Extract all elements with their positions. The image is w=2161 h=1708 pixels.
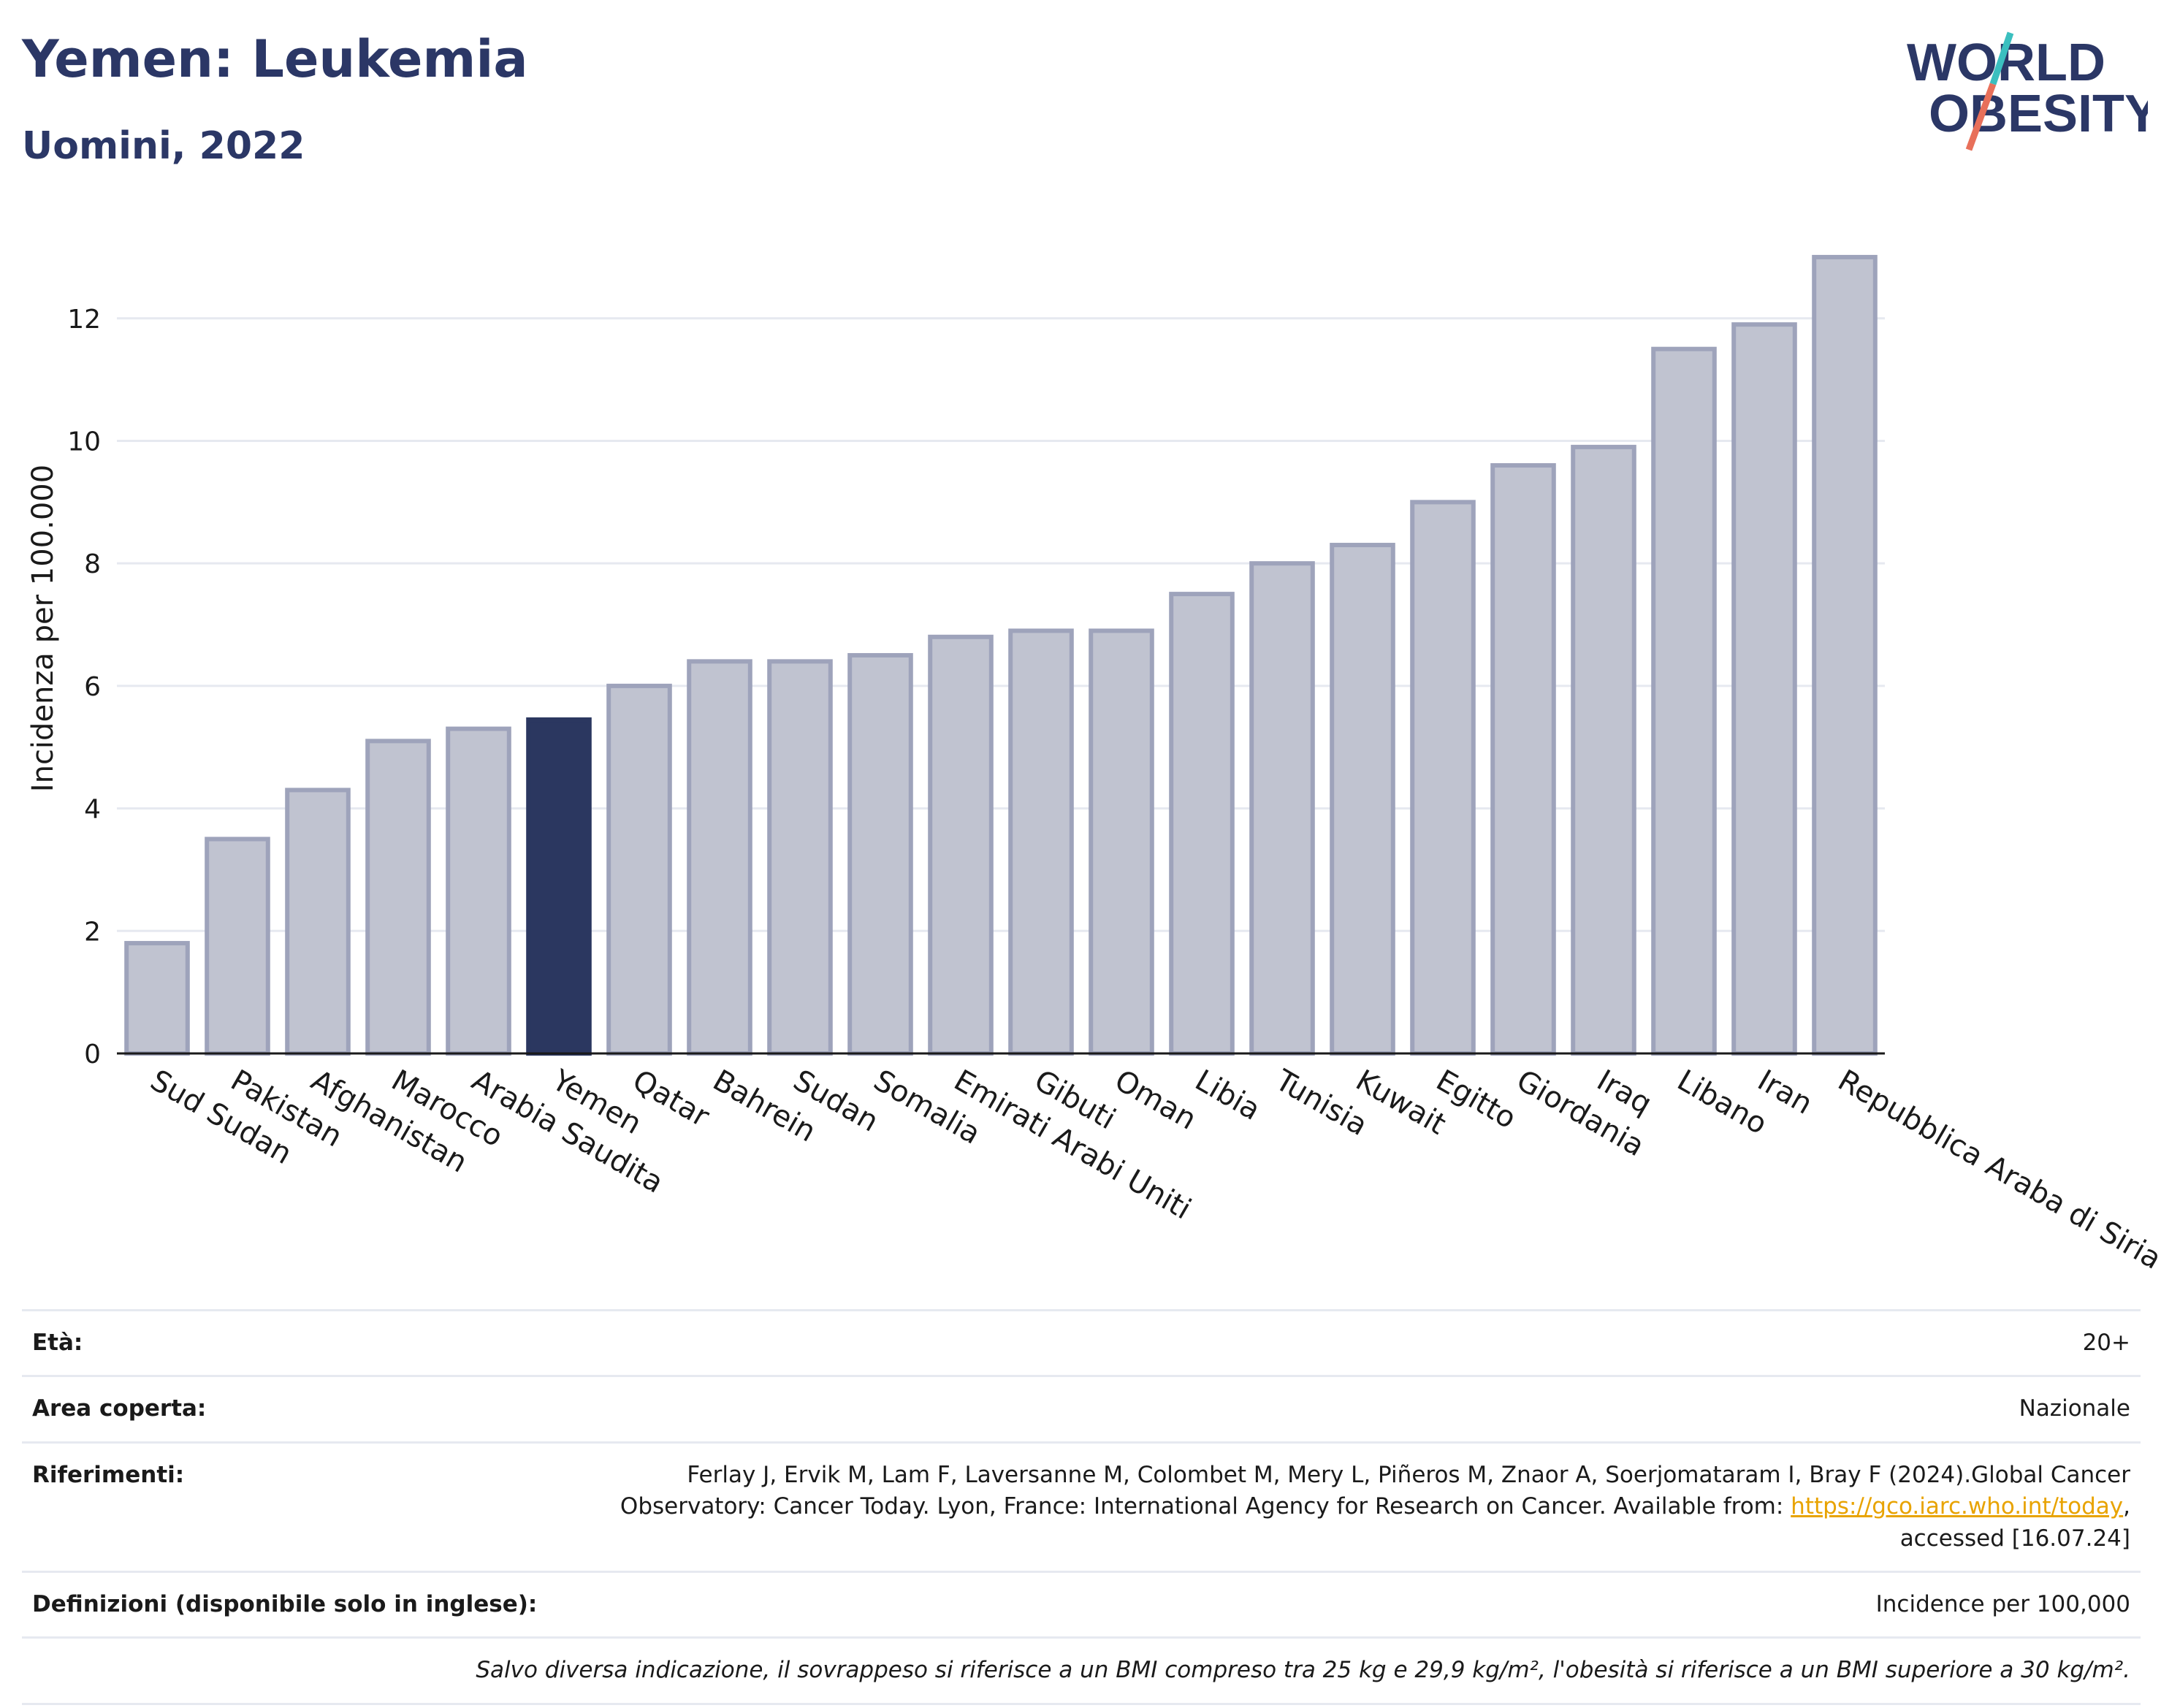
- bar-chart: 0 2 4 6 8 10 12 Sud SudanPakistanAfghanistanMa…: [26, 254, 2161, 1276]
- x-tick-label: Libia: [1189, 1064, 1266, 1127]
- info-row-area: Area coperta: Nazionale: [22, 1376, 2141, 1444]
- bar-repubblica-araba-di-siria: [1812, 254, 1878, 1056]
- logo-word-obesity: OBESITY: [1929, 85, 2148, 143]
- chart-subtitle: Uomini, 2022: [22, 124, 305, 168]
- y-tick-label: 6: [84, 672, 101, 702]
- definitions-value: Incidence per 100,000: [563, 1571, 2141, 1639]
- y-tick-label: 12: [67, 305, 101, 335]
- references-value: Ferlay J, Ervik M, Lam F, Laversanne M, …: [563, 1442, 2141, 1573]
- x-tick-label: Repubblica Araba di Siria: [1832, 1064, 2161, 1276]
- x-tick-label: Tunisia: [1269, 1063, 1373, 1143]
- bar-gibuti: [1008, 628, 1074, 1056]
- chart-bars: [117, 254, 1885, 1056]
- references-text-1: Ferlay J, Ervik M, Lam F, Laversanne M, …: [687, 1461, 2130, 1488]
- bar-libano: [1651, 346, 1717, 1056]
- bar-qatar: [606, 683, 672, 1056]
- info-row-references: Riferimenti: Ferlay J, Ervik M, Lam F, L…: [22, 1442, 2141, 1573]
- x-tick-label: Oman: [1109, 1064, 1202, 1137]
- bar-somalia: [847, 652, 913, 1056]
- bar-sud-sudan: [124, 941, 190, 1056]
- references-text-3: ,: [2123, 1493, 2130, 1520]
- bar-tunisia: [1249, 561, 1315, 1056]
- definitions-label: Definizioni (disponibile solo in inglese…: [22, 1571, 564, 1639]
- area-label: Area coperta:: [22, 1376, 564, 1444]
- bar-arabia-saudita: [446, 726, 511, 1056]
- info-row-definitions: Definizioni (disponibile solo in inglese…: [22, 1571, 2141, 1639]
- bar-iraq: [1571, 444, 1636, 1056]
- bar-giordania: [1490, 463, 1556, 1056]
- logo-slash-coral: [1965, 83, 1997, 151]
- info-table: Età: 20+ Area coperta: Nazionale Riferim…: [22, 1308, 2141, 1705]
- age-value: 20+: [563, 1308, 2141, 1378]
- y-tick-label: 2: [84, 917, 101, 947]
- references-text-2: Observatory: Cancer Today. Lyon, France:…: [620, 1493, 1791, 1520]
- y-tick-label: 4: [84, 795, 101, 825]
- x-tick-label: Libano: [1672, 1064, 1772, 1141]
- world-obesity-logo: WORLD OBESITY: [1907, 31, 2148, 151]
- y-tick-label: 8: [84, 549, 101, 579]
- footnote: Salvo diversa indicazione, il sovrappeso…: [22, 1637, 2141, 1705]
- bar-oman: [1089, 628, 1154, 1056]
- bar-bahrein: [687, 659, 752, 1056]
- bar-iran: [1731, 322, 1797, 1056]
- bar-libia: [1169, 592, 1235, 1056]
- logo-slash-teal: [1989, 31, 2014, 85]
- references-link[interactable]: https://gco.iarc.who.int/today: [1791, 1493, 2124, 1520]
- bar-afghanistan: [285, 788, 351, 1056]
- bar-pakistan: [205, 836, 270, 1056]
- bar-yemen: [526, 717, 592, 1056]
- bar-egitto: [1410, 500, 1476, 1056]
- bar-kuwait: [1330, 543, 1395, 1056]
- bar-sudan: [767, 659, 833, 1056]
- references-label: Riferimenti:: [22, 1442, 564, 1573]
- x-axis-ticks: Sud SudanPakistanAfghanistanMaroccoArabi…: [145, 1063, 2161, 1276]
- info-row-age: Età: 20+: [22, 1308, 2141, 1378]
- info-row-note: Salvo diversa indicazione, il sovrappeso…: [22, 1637, 2141, 1705]
- references-text-4: accessed [16.07.24]: [1899, 1525, 2130, 1552]
- y-tick-label: 10: [67, 427, 101, 457]
- y-axis-label: Incidenza per 100.000: [26, 465, 60, 792]
- y-axis-ticks: 0 2 4 6 8 10 12: [67, 305, 101, 1070]
- area-value: Nazionale: [563, 1376, 2141, 1444]
- bar-marocco: [365, 739, 431, 1056]
- chart-title: Yemen: Leukemia: [22, 29, 528, 89]
- y-tick-label: 0: [84, 1040, 101, 1070]
- age-label: Età:: [22, 1308, 564, 1378]
- x-tick-label: Kuwait: [1350, 1064, 1452, 1142]
- bar-emirati-arabi-uniti: [928, 634, 994, 1056]
